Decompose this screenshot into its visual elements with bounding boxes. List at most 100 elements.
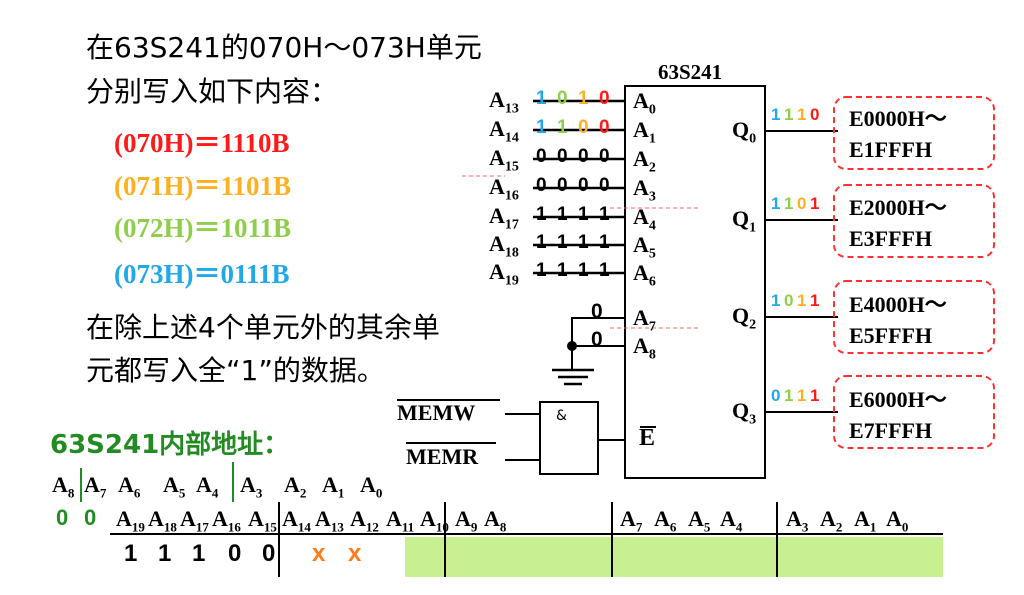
- input-bit: 1: [536, 232, 547, 253]
- pin-enable: E: [639, 425, 656, 451]
- bus-value: 0: [228, 540, 242, 567]
- pin-Q3: Q3: [732, 398, 757, 428]
- content-073H: (073H)＝0111B: [114, 259, 290, 289]
- address-fill: [405, 537, 943, 577]
- input-bit: 1: [536, 260, 547, 281]
- output-bit: 1: [797, 105, 807, 124]
- bus-header-A6: A6: [654, 506, 677, 535]
- input-bit: 0: [536, 146, 547, 167]
- range-start: E4000H～: [849, 292, 947, 317]
- addr-label-A14: A14: [489, 116, 519, 146]
- content-070H: (070H)＝1110B: [114, 128, 290, 158]
- bus-header-A17: A17: [180, 506, 209, 535]
- internal-label-A0: A0: [360, 472, 383, 501]
- bus-header-A16: A16: [212, 506, 241, 535]
- note-line-1: 在除上述4个单元外的其余单: [86, 311, 440, 344]
- input-bit: 0: [599, 175, 610, 196]
- bus-value: x: [312, 540, 326, 567]
- output-bit: 1: [810, 194, 820, 213]
- bus-header-A18: A18: [148, 506, 177, 535]
- pin-a7: A7: [633, 305, 656, 335]
- output-bit: 1: [784, 105, 794, 124]
- bus-header-A8: A8: [484, 506, 507, 535]
- bus-header-A9: A9: [455, 506, 478, 535]
- pin-A3: A3: [633, 175, 656, 205]
- input-bit: 1: [578, 204, 589, 225]
- output-bit: 1: [797, 291, 807, 310]
- a7-bit: 0: [591, 300, 603, 323]
- internal-label-A6: A6: [118, 472, 141, 501]
- range-end: E1FFFH: [849, 137, 933, 162]
- bus-header-A13: A13: [315, 506, 344, 535]
- bus-value: 1: [192, 540, 206, 567]
- addr-label-A13: A13: [489, 87, 519, 117]
- bus-separators: [278, 502, 778, 577]
- bus-header-A10: A10: [420, 506, 449, 535]
- internal-label-A2: A2: [284, 472, 307, 501]
- chip-body: [624, 85, 766, 479]
- addr-label-A16: A16: [489, 174, 519, 204]
- note-line-2: 元都写入全“1”的数据。: [86, 354, 385, 387]
- output-bit: 0: [784, 291, 794, 310]
- pin-a8: A8: [633, 333, 656, 363]
- dashed-marks: [462, 175, 700, 329]
- range-end: E7FFFH: [849, 418, 933, 443]
- input-bit: 0: [557, 146, 568, 167]
- internal-address-title: 63S241内部地址：: [50, 430, 290, 460]
- bus-header-A0: A0: [886, 506, 909, 535]
- input-bit: 0: [557, 88, 568, 109]
- input-bit: 1: [557, 204, 568, 225]
- pin-A0: A0: [633, 88, 656, 118]
- input-bit: 0: [578, 117, 589, 138]
- memw-signal: MEMW: [397, 400, 476, 425]
- bus-header-A2: A2: [820, 506, 843, 535]
- output-bit: 1: [771, 291, 781, 310]
- chip-name: 63S241: [658, 60, 723, 84]
- output-bit: 1: [771, 194, 781, 213]
- input-bit: 1: [536, 88, 547, 109]
- output-bit: 1: [810, 291, 820, 310]
- output-bit: 1: [797, 386, 807, 405]
- and-gate-symbol: &: [556, 408, 567, 424]
- range-end: E5FFFH: [849, 323, 933, 348]
- input-bit: 0: [578, 175, 589, 196]
- input-bit: 0: [536, 175, 547, 196]
- internal-label-A7: A7: [84, 472, 107, 501]
- content-072H: (072H)＝1011B: [114, 213, 292, 243]
- input-bit: 1: [578, 260, 589, 281]
- input-bit: 1: [578, 88, 589, 109]
- internal-label-A4: A4: [196, 472, 219, 501]
- a8-bit: 0: [591, 328, 603, 351]
- input-lines: [533, 99, 625, 275]
- internal-zero-a8: 0: [56, 505, 69, 530]
- intro-line-1: 在63S241的070H～073H单元: [86, 31, 482, 64]
- pin-A4: A4: [633, 204, 656, 234]
- bus-value: x: [348, 540, 362, 567]
- junction-dot: [567, 341, 577, 351]
- input-bit: 0: [599, 88, 610, 109]
- input-bit: 1: [557, 260, 568, 281]
- input-bit: 0: [599, 146, 610, 167]
- range-start: E0000H～: [849, 106, 947, 131]
- input-bit: 1: [599, 260, 610, 281]
- input-bit: 1: [557, 117, 568, 138]
- memr-signal: MEMR: [406, 444, 479, 469]
- input-bit: 1: [536, 117, 547, 138]
- bus-header-A15: A15: [248, 506, 277, 535]
- internal-label-A3: A3: [240, 472, 263, 501]
- addr-label-A19: A19: [489, 259, 519, 289]
- internal-label-A1: A1: [322, 472, 345, 501]
- output-bit: 1: [810, 386, 820, 405]
- input-bit: 0: [599, 117, 610, 138]
- bus-value: 0: [262, 540, 276, 567]
- bus-value: 1: [158, 540, 172, 567]
- output-bit: 1: [771, 105, 781, 124]
- pin-A1: A1: [633, 117, 656, 147]
- bus-header-A7: A7: [620, 506, 643, 535]
- bus-header-A1: A1: [854, 506, 877, 535]
- pin-A2: A2: [633, 146, 656, 176]
- bus-header-A4: A4: [720, 506, 743, 535]
- output-lines: [765, 130, 838, 413]
- addr-label-A18: A18: [489, 231, 519, 261]
- range-boxes: [833, 96, 995, 449]
